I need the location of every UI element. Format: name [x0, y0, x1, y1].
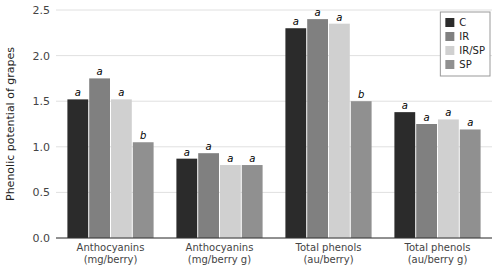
legend-label: IR/SP [459, 45, 485, 56]
y-tick-label: 1.0 [33, 141, 51, 154]
bar [438, 119, 459, 238]
label-line: Anthocyanins [77, 242, 145, 253]
bars [67, 19, 480, 238]
annotation: a [97, 66, 103, 77]
label-line: Total phenols [295, 242, 362, 253]
bar [416, 124, 437, 238]
bar [394, 112, 415, 238]
y-tick-label: 2.5 [33, 4, 51, 17]
y-tick-label: 1.5 [33, 95, 51, 108]
bar [133, 142, 154, 238]
annotation: b [358, 89, 364, 100]
y-ticks: 0.0 0.5 1.0 1.5 2.0 2.5 [33, 4, 51, 245]
annotations: a a a a a a a a a a a a b a b a [75, 7, 474, 164]
annotation: a [227, 153, 233, 164]
legend: C IR IR/SP SP [440, 12, 490, 76]
annotation: a [315, 7, 321, 18]
x-tick-label: Anthocyanins(mg/berry g) [186, 242, 254, 265]
x-axis [56, 238, 492, 239]
annotation: b [140, 130, 146, 141]
annotation: a [293, 16, 299, 27]
x-tick-label: Total phenols(au/berry g) [404, 242, 471, 265]
legend-swatch [445, 46, 454, 55]
annotation: a [206, 141, 212, 152]
bar [460, 129, 481, 238]
label-line: (au/berry g) [408, 254, 468, 265]
bar [89, 78, 110, 238]
y-axis-label: Phenolic potential of grapes [4, 47, 17, 201]
x-ticks: Anthocyanins(mg/berry)Anthocyanins(mg/be… [77, 242, 471, 265]
y-tick-label: 0.0 [33, 232, 51, 245]
label-line: Total phenols [404, 242, 471, 253]
legend-label: IR [459, 31, 469, 42]
bar [242, 165, 263, 238]
bar [351, 101, 372, 238]
grid-line [56, 10, 492, 11]
legend-swatch [445, 18, 454, 27]
legend-label: SP [459, 59, 471, 70]
bar [220, 165, 241, 238]
chart: 0.0 0.5 1.0 1.5 2.0 2.5 Phenolic potential of … [0, 0, 500, 280]
x-tick-label: Total phenols(au/berry) [295, 242, 362, 265]
legend-swatch [445, 32, 454, 41]
annotation: a [249, 153, 255, 164]
bar [111, 99, 132, 238]
annotation: a [118, 87, 124, 98]
legend-box [440, 12, 490, 76]
annotation: a [336, 12, 342, 23]
bar [198, 153, 219, 238]
label-line: Anthocyanins [186, 242, 254, 253]
grid-line [56, 55, 492, 56]
annotation: a [402, 100, 408, 111]
annotation: a [424, 112, 430, 123]
bar [67, 99, 88, 238]
annotation: a [467, 117, 473, 128]
legend-swatch [445, 60, 454, 69]
annotation: a [75, 87, 81, 98]
x-tick-label: Anthocyanins(mg/berry) [77, 242, 145, 265]
label-line: (mg/berry g) [188, 254, 251, 265]
y-tick-label: 2.0 [33, 50, 51, 63]
annotation: a [445, 107, 451, 118]
grid-line [56, 238, 492, 239]
bar [176, 159, 197, 238]
bar [307, 19, 328, 238]
legend-label: C [459, 17, 466, 28]
grid [56, 10, 492, 238]
annotation: a [184, 147, 190, 158]
label-line: (mg/berry) [84, 254, 138, 265]
bar [285, 28, 306, 238]
bar [329, 24, 350, 238]
label-line: (au/berry) [303, 254, 353, 265]
y-tick-label: 0.5 [33, 186, 51, 199]
